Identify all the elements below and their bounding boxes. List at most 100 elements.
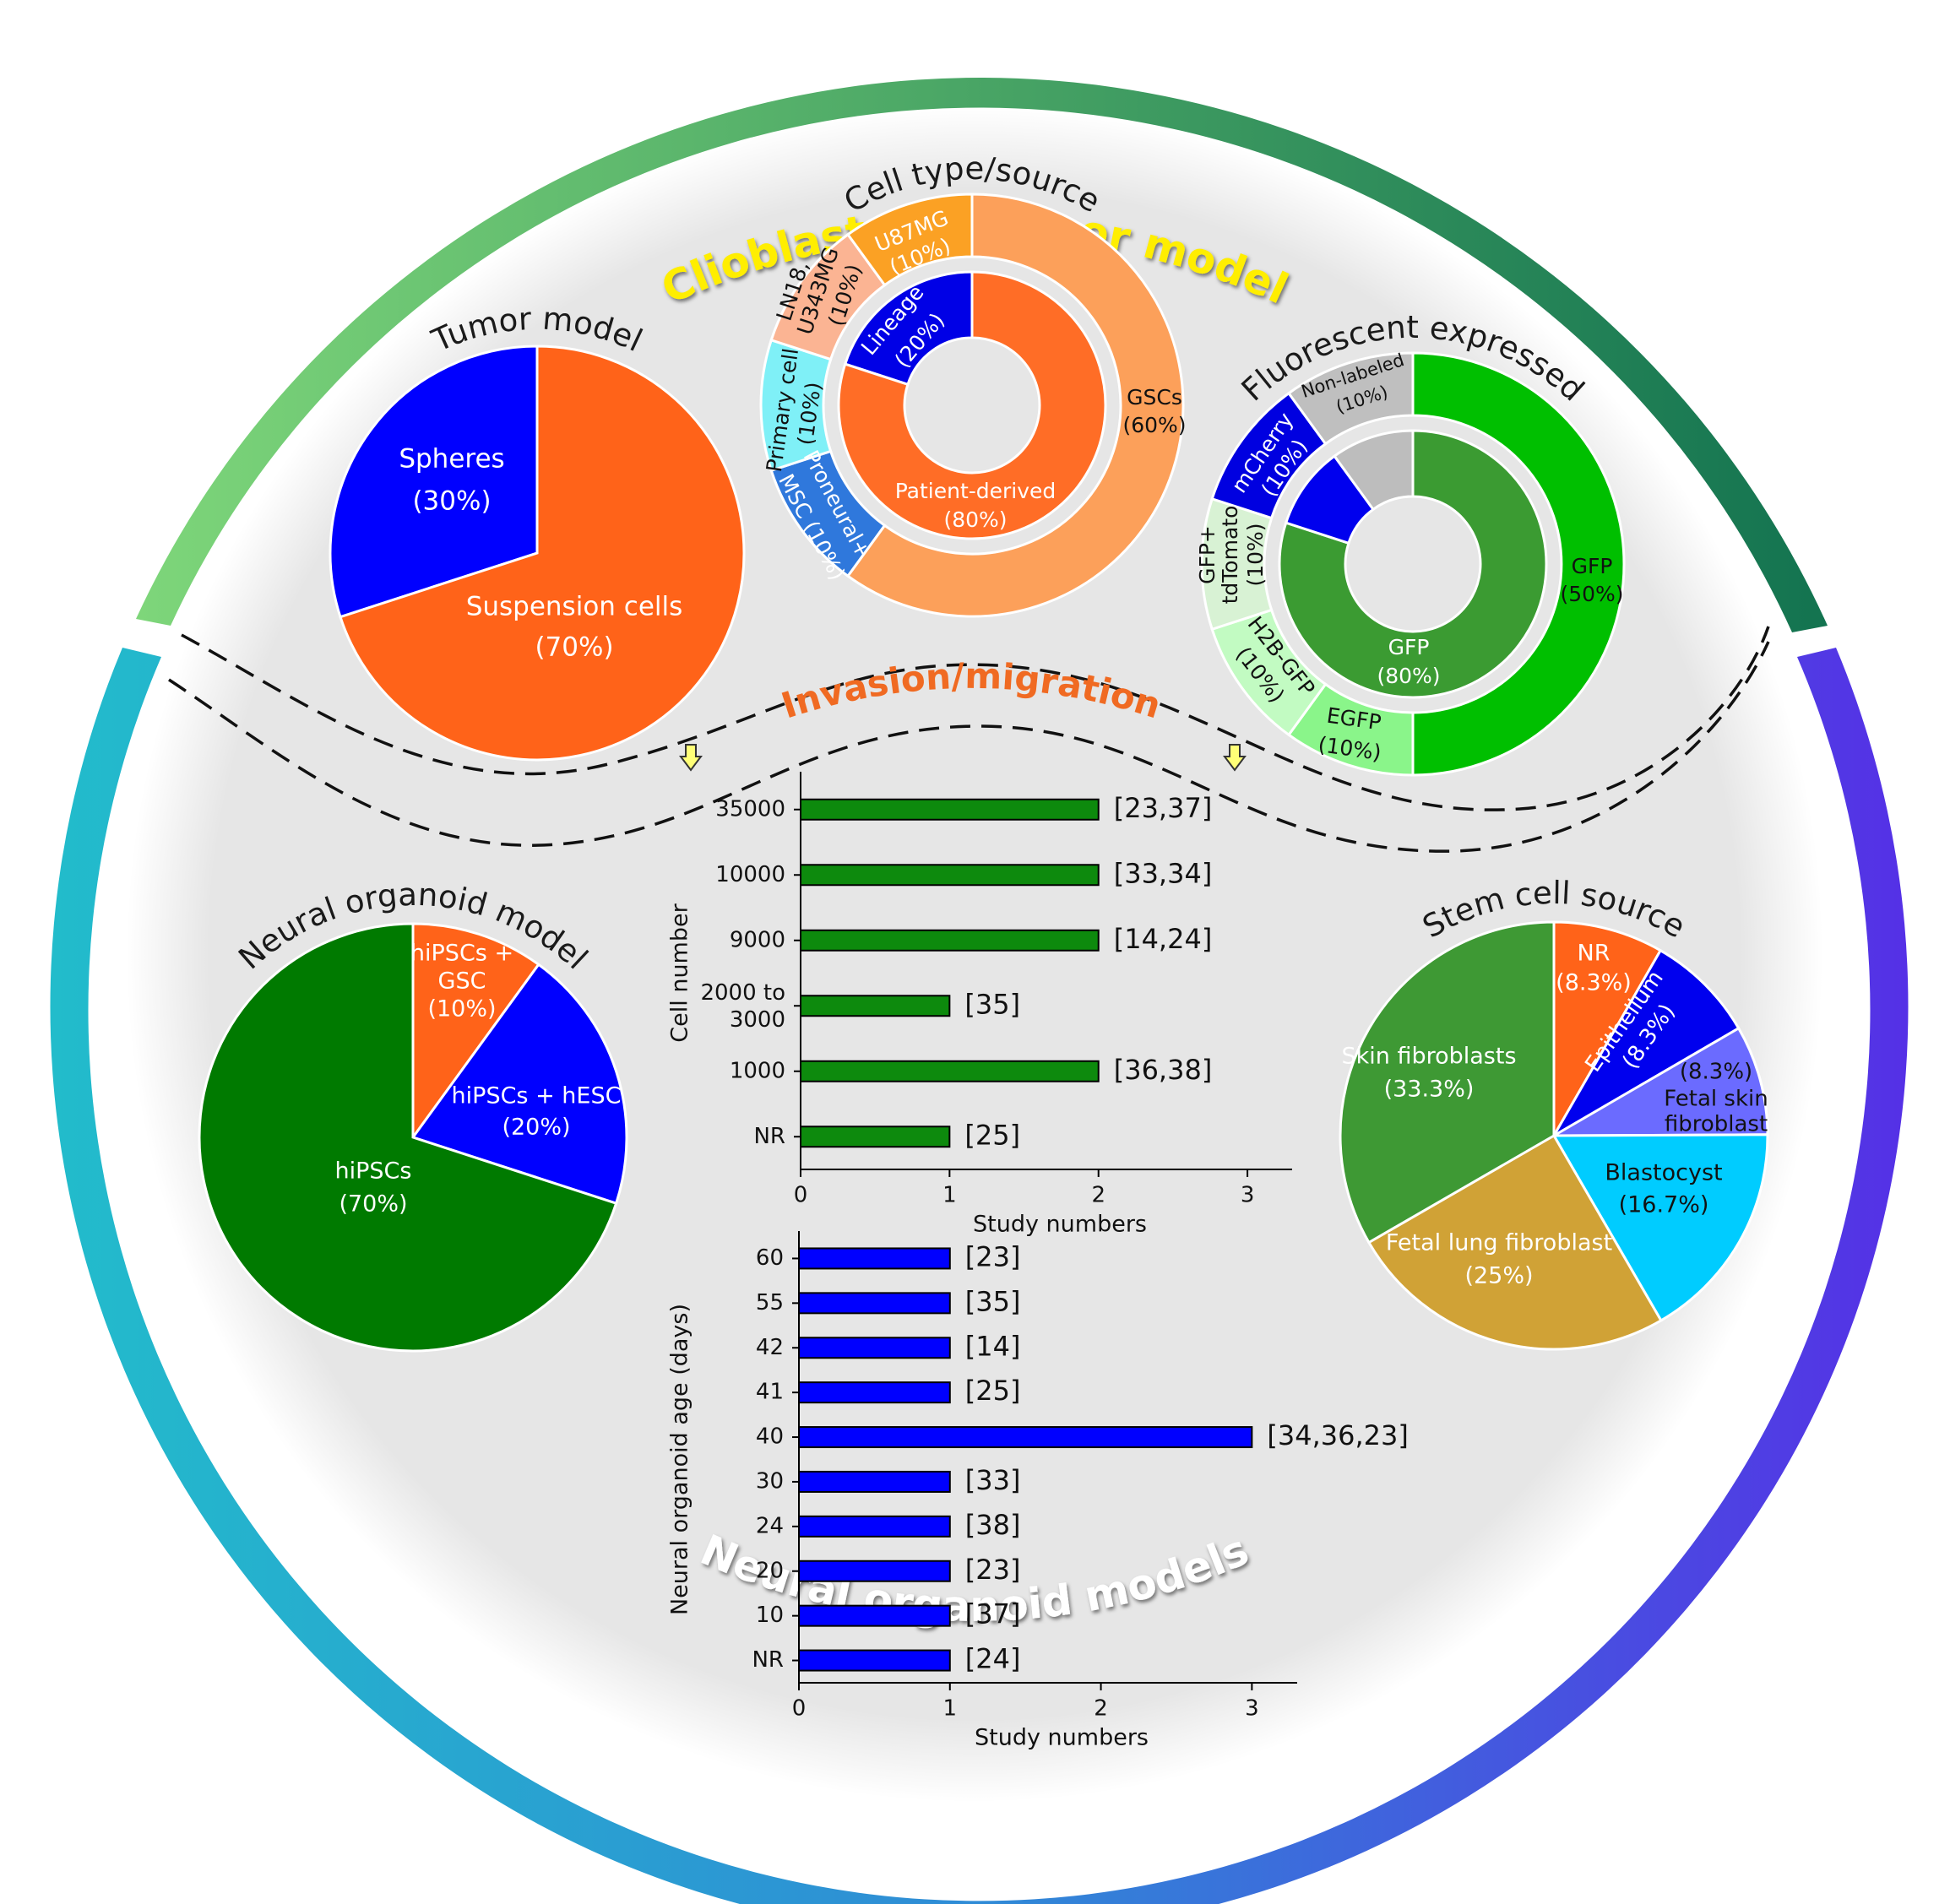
- neural-organoid-slice-hipscs-hesc: [410, 963, 628, 1206]
- cell-number-reference-label: [25]: [964, 1119, 1020, 1151]
- organoid-age-bar-40: [798, 1426, 1253, 1449]
- organoid-age-y-axis-label: Neural organoid age (days): [667, 1304, 693, 1615]
- organoid-age-reference-label: [23]: [965, 1554, 1021, 1586]
- slice-label: (10%): [1243, 523, 1268, 586]
- cell-number-x-tick-label: 1: [942, 1183, 957, 1208]
- organoid-age-x-tick-label: 0: [792, 1696, 807, 1722]
- organoid-age-x-tick-label: 1: [943, 1696, 958, 1722]
- stem-cell-slice-epithelium: [1550, 948, 1741, 1140]
- organoid-age-y-tick-label: NR: [752, 1647, 784, 1673]
- organoid-age-y-tick-label: 24: [756, 1513, 784, 1538]
- arrow-down-icon: [1223, 744, 1247, 772]
- slice-label: (50%): [1560, 582, 1623, 606]
- slice-label: hiPSCs + hESC: [452, 1083, 622, 1109]
- cell-number-reference-label: [35]: [964, 988, 1020, 1020]
- organoid-age-bar-20: [798, 1560, 951, 1582]
- cell-number-y-tick-label: 35000: [715, 796, 785, 822]
- cell-number-reference-label: [14,24]: [1114, 923, 1213, 955]
- slice-label: tdTomato: [1218, 506, 1242, 605]
- slice-label: GSC: [438, 968, 486, 995]
- slice-label: (8.3%): [1556, 970, 1632, 996]
- slice-label: fibroblast: [1665, 1112, 1768, 1137]
- cell-number-y-tick-label: 10000: [715, 862, 785, 887]
- slice-label: (10%): [427, 996, 496, 1023]
- cell-number-reference-label: [36,38]: [1114, 1054, 1213, 1086]
- fluorescent-outer-slice-gfp: [1411, 351, 1626, 777]
- organoid-age-bar-nr: [798, 1649, 951, 1672]
- slice-label: (25%): [1464, 1263, 1533, 1289]
- slice-label: Skin fibroblasts: [1341, 1044, 1516, 1070]
- neural-organoid-slice-hipscs: [198, 922, 618, 1353]
- fluorescent-inner-slice-unlabeled: [1333, 429, 1415, 512]
- slice-label: Blastocyst: [1605, 1160, 1722, 1186]
- organoid-age-y-tick-label: 42: [756, 1335, 784, 1360]
- organoid-age-reference-label: [25]: [965, 1375, 1021, 1407]
- slice-label: (60%): [1122, 413, 1186, 437]
- fluorescent-inner-slice-gfp: [1278, 429, 1548, 699]
- cell-number-reference-label: [33,34]: [1114, 857, 1213, 889]
- slice-label: GFP: [1388, 635, 1430, 659]
- cell-source-inner-slice-patient-derived: [837, 270, 1107, 540]
- cell-number-x-tick-label: 3: [1241, 1183, 1255, 1208]
- slice-label: Suspension cells: [466, 592, 683, 622]
- slice-percent: (70%): [535, 632, 613, 663]
- organoid-age-y-tick-label: 40: [756, 1424, 784, 1450]
- arrow-down-icon: [679, 744, 703, 772]
- slice-label: (33.3%): [1384, 1077, 1475, 1103]
- cell-number-y-tick-label: 9000: [730, 927, 785, 952]
- organoid-age-reference-label: [34,36,23]: [1267, 1419, 1408, 1451]
- cell-number-bar-2000-to-3000: [800, 995, 951, 1017]
- cell-number-x-tick-label: 2: [1091, 1183, 1105, 1208]
- organoid-age-y-tick-label: 55: [756, 1290, 784, 1315]
- organoid-age-y-tick-label: 10: [756, 1603, 784, 1628]
- slice-label: GFP: [1572, 554, 1613, 578]
- organoid-age-y-tick-label: 60: [756, 1245, 784, 1271]
- slice-label: NR: [1578, 941, 1611, 967]
- slice-label: hiPSCs: [335, 1158, 412, 1185]
- slice-label: (80%): [1377, 664, 1440, 688]
- neural-organoid-slice-hipscs-gsc: [411, 922, 540, 1142]
- slice-label: hiPSCs +: [410, 941, 513, 967]
- slice-label: (8.3%): [1680, 1060, 1752, 1085]
- slice-label: (16.7%): [1619, 1192, 1709, 1218]
- stem-cell-slice-blastocyst: [1551, 1133, 1769, 1322]
- organoid-age-reference-label: [14]: [965, 1330, 1021, 1362]
- cell-number-y-tick-label: 1000: [730, 1058, 785, 1083]
- slice-percent: (30%): [412, 486, 491, 517]
- organoid-age-x-tick-label: 2: [1094, 1696, 1108, 1722]
- slice-label: (20%): [502, 1115, 570, 1141]
- organoid-age-y-tick-label: 30: [756, 1468, 784, 1494]
- cell-number-bar-10000: [800, 864, 1100, 887]
- organoid-age-y-tick-label: 20: [756, 1558, 784, 1583]
- tumor-model-slice-spheres: [329, 344, 539, 619]
- cell-number-y-axis-label: Cell number: [667, 903, 693, 1042]
- cell-number-bar-9000: [800, 929, 1100, 952]
- cell-source-outer-slice-gscs: [845, 193, 1185, 618]
- stem-cell-slice-nr: [1552, 920, 1663, 1141]
- slice-label: Fetal skin: [1664, 1087, 1768, 1112]
- cell-number-bar-nr: [800, 1126, 951, 1148]
- stem-cell-slice-fetal-skin-fibroblast: [1549, 1026, 1769, 1137]
- slice-label: (80%): [943, 507, 1007, 532]
- fluorescent-outer-slice-non-labeled: [1286, 351, 1415, 446]
- organoid-age-reference-label: [24]: [965, 1643, 1021, 1675]
- cell-number-reference-label: [23,37]: [1114, 792, 1213, 824]
- organoid-age-y-tick-label: 41: [756, 1380, 784, 1405]
- slice-label: Fetal lung fibroblast: [1386, 1230, 1612, 1256]
- organoid-age-x-tick-label: 3: [1245, 1696, 1259, 1722]
- dashed-wave-upper: [181, 626, 1770, 811]
- organoid-age-x-axis-label: Study numbers: [975, 1725, 1149, 1751]
- slice-label: GSCs: [1127, 385, 1182, 410]
- stem-cell-slice-fetal-lung-fibroblast: [1366, 1133, 1663, 1351]
- organoid-age-reference-label: [38]: [965, 1509, 1021, 1541]
- cell-source-inner-slice-lineage: [843, 270, 974, 387]
- slice-label: (70%): [339, 1191, 407, 1218]
- cell-number-x-axis-label: Study numbers: [973, 1212, 1147, 1238]
- organoid-age-bar-42: [798, 1337, 951, 1359]
- organoid-age-bar-41: [798, 1381, 951, 1404]
- organoid-age-reference-label: [37]: [965, 1598, 1021, 1630]
- organoid-age-bar-10: [798, 1604, 951, 1627]
